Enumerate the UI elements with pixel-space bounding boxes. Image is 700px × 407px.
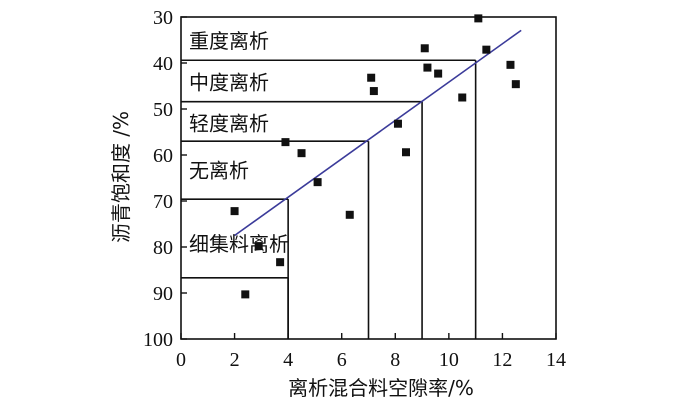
- x-tick-label-6: 12: [492, 349, 512, 371]
- data-point-8: [367, 73, 376, 82]
- x-tick-label-5: 10: [439, 349, 459, 371]
- data-point-0: [241, 290, 250, 299]
- y-tick-label-1: 40: [153, 53, 173, 75]
- data-point-6: [313, 178, 322, 187]
- y-tick-label-3: 60: [153, 145, 173, 167]
- data-point-18: [506, 60, 515, 69]
- data-point-14: [434, 69, 443, 78]
- trendline-layer: [234, 29, 522, 237]
- zone-label-3: 无离析: [189, 159, 249, 183]
- zone-lines: [181, 59, 477, 339]
- data-point-9: [369, 87, 378, 96]
- y-tick-label-2: 50: [153, 99, 173, 121]
- data-point-19: [511, 80, 520, 89]
- zone-label-1: 中度离析: [189, 70, 269, 94]
- y-axis-title: 沥青饱和度 /%: [109, 111, 133, 243]
- zone-label-4: 细集料离析: [189, 232, 289, 256]
- y-tick-label-6: 90: [153, 283, 173, 305]
- data-point-10: [393, 119, 402, 128]
- x-axis-ticks: 0 2 4 6 8 10 12 14: [176, 333, 566, 371]
- x-axis-title: 离析混合料空隙率/%: [288, 376, 474, 400]
- data-point-5: [297, 149, 306, 158]
- y-tick-label-5: 80: [153, 237, 173, 259]
- zone-label-2: 轻度离析: [189, 112, 269, 136]
- y-tick-label-7: 100: [143, 329, 173, 351]
- data-point-3: [276, 258, 285, 267]
- data-point-17: [482, 45, 491, 54]
- data-point-16: [474, 14, 483, 23]
- y-tick-label-4: 70: [153, 191, 173, 213]
- data-point-1: [230, 207, 239, 216]
- data-point-4: [281, 138, 290, 147]
- data-point-7: [345, 210, 354, 219]
- zone-label-0: 重度离析: [189, 29, 269, 53]
- trendline: [234, 29, 522, 237]
- x-tick-label-4: 8: [390, 349, 400, 371]
- y-axis-ticks: 30 40 50 60 70 80 90 100: [143, 7, 187, 351]
- plot-border: [180, 16, 557, 340]
- data-point-2: [254, 242, 263, 251]
- data-point-11: [402, 148, 410, 157]
- data-points: [230, 14, 520, 299]
- plot-frame: [180, 16, 557, 340]
- y-tick-label-0: 30: [153, 7, 173, 29]
- data-point-15: [458, 93, 467, 102]
- data-point-13: [423, 63, 432, 72]
- x-tick-label-0: 0: [176, 349, 186, 371]
- x-tick-label-3: 6: [337, 349, 347, 371]
- x-tick-label-7: 14: [546, 349, 566, 371]
- data-point-12: [420, 44, 429, 53]
- x-tick-label-2: 4: [283, 349, 293, 371]
- x-tick-label-1: 2: [230, 349, 240, 371]
